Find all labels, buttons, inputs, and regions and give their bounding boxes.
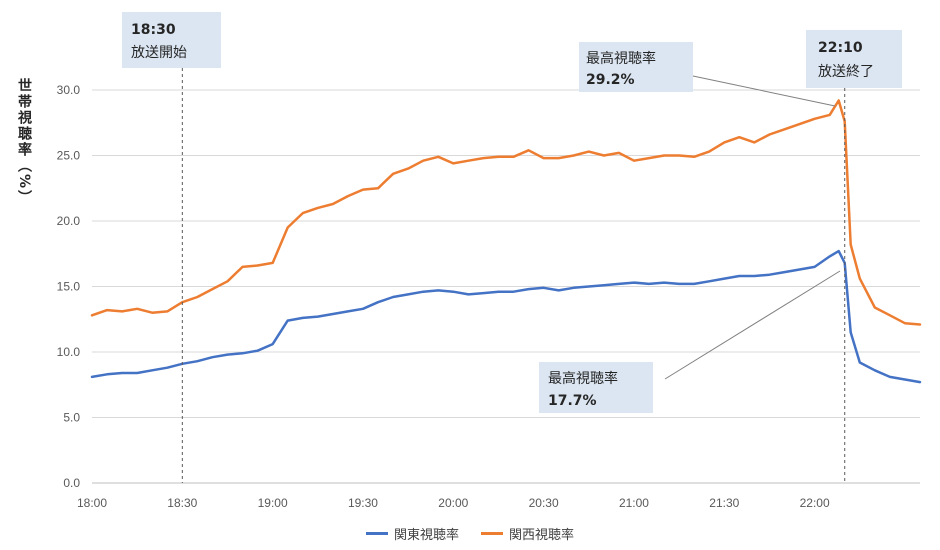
legend-item-kansai[interactable]: 関西視聴率 xyxy=(481,524,574,543)
peak-kansai-value: 29.2% xyxy=(586,72,635,88)
y-tick-label: 15.0 xyxy=(57,280,81,294)
x-tick-label: 21:00 xyxy=(619,496,649,510)
series-line-kansai xyxy=(90,99,922,326)
peak-kanto-leader xyxy=(664,270,841,380)
legend: 関東視聴率 関西視聴率 xyxy=(0,524,940,543)
y-tick-label: 20.0 xyxy=(57,214,81,228)
peak-kanto-callout: 最高視聴率 17.7% xyxy=(539,362,653,413)
y-tick-label: 10.0 xyxy=(57,345,81,359)
x-tick-label: 21:30 xyxy=(709,496,739,510)
peak-kanto-label: 最高視聴率 xyxy=(548,370,618,387)
y-tick-label: 25.0 xyxy=(57,149,81,163)
y-tick-label: 30.0 xyxy=(57,83,81,97)
legend-label-kanto: 関東視聴率 xyxy=(393,528,459,543)
broadcast-start-callout: 18:30 放送開始 xyxy=(122,12,221,68)
x-tick-label: 20:00 xyxy=(438,496,468,510)
peak-kansai-label: 最高視聴率 xyxy=(586,50,656,67)
y-axis-label: 世帯視聴率（%） xyxy=(16,78,32,207)
y-tick-labels: 0.0 5.0 10.0 15.0 20.0 25.0 30.0 xyxy=(57,83,81,490)
series-line-kanto xyxy=(90,249,922,384)
x-tick-label: 19:00 xyxy=(258,496,288,510)
peak-kansai-leader xyxy=(692,75,836,107)
broadcast-start-label: 放送開始 xyxy=(131,45,187,61)
legend-label-kansai: 関西視聴率 xyxy=(509,528,575,543)
broadcast-start-time: 18:30 xyxy=(131,22,176,38)
gridlines xyxy=(92,89,920,484)
y-tick-label: 5.0 xyxy=(63,411,80,425)
broadcast-end-time: 22:10 xyxy=(818,40,863,56)
x-tick-label: 22:00 xyxy=(800,496,830,510)
legend-swatch-kansai xyxy=(481,532,503,535)
x-tick-label: 18:30 xyxy=(167,496,197,510)
legend-item-kanto[interactable]: 関東視聴率 xyxy=(365,524,459,543)
legend-swatch-kanto xyxy=(365,532,388,535)
x-tick-labels: 18:00 18:30 19:00 19:30 20:00 20:30 21:00 21:30… xyxy=(77,496,830,510)
y-tick-label: 0.0 xyxy=(63,476,80,490)
x-tick-label: 20:30 xyxy=(529,496,559,510)
series-lines xyxy=(90,99,922,384)
peak-kanto-value: 17.7% xyxy=(548,393,597,409)
broadcast-end-label: 放送終了 xyxy=(818,64,874,80)
x-tick-label: 18:00 xyxy=(77,496,107,510)
x-tick-label: 19:30 xyxy=(348,496,378,510)
peak-kansai-callout: 最高視聴率 29.2% xyxy=(579,42,693,92)
broadcast-end-callout: 22:10 放送終了 xyxy=(806,30,902,88)
